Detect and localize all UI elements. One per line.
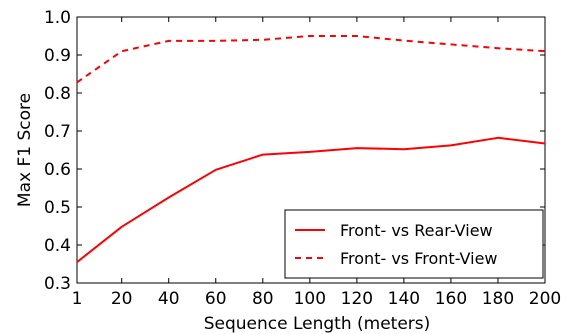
y-tick-label: 0.3	[44, 274, 71, 294]
legend-label-front-view: Front- vs Front-View	[340, 249, 498, 268]
y-tick-label: 0.7	[44, 122, 71, 142]
x-tick-label: 100	[294, 289, 326, 309]
y-tick-label: 0.5	[44, 198, 71, 218]
y-tick-label: 0.6	[44, 160, 71, 180]
y-tick-label: 0.4	[44, 236, 71, 256]
series-line-front-vs-rear-view	[76, 136, 546, 263]
plot-border	[76, 16, 546, 284]
x-tick-label: 180	[482, 289, 514, 309]
plot-frame	[76, 16, 546, 284]
y-tick-label: 0.9	[44, 46, 71, 66]
x-tick-label: 20	[111, 289, 133, 309]
y-tick-label: 1.0	[44, 8, 71, 28]
y-axis-label: Max F1 Score	[15, 93, 35, 207]
x-tick-label: 40	[158, 289, 180, 309]
legend: Front- vs Rear-View Front- vs Front-View	[284, 209, 544, 279]
x-tick-label: 60	[205, 289, 227, 309]
series-line-front-vs-front-view	[76, 35, 546, 84]
x-tick-label: 140	[388, 289, 420, 309]
x-axis-label: Sequence Length (meters)	[204, 314, 431, 334]
x-tick-label: 120	[341, 289, 373, 309]
x-tick-label: 200	[529, 289, 561, 309]
x-tick-label: 80	[252, 289, 274, 309]
series-lines	[76, 35, 546, 263]
x-tick-label: 160	[435, 289, 467, 309]
legend-box	[284, 209, 544, 279]
ticks: 0.30.40.50.60.70.80.91.01 20 40 60 80 100 120 1…	[44, 8, 561, 309]
x-tick-label: 1	[72, 289, 83, 309]
y-tick-label: 0.8	[44, 84, 71, 104]
legend-label-rear-view: Front- vs Rear-View	[340, 221, 493, 240]
